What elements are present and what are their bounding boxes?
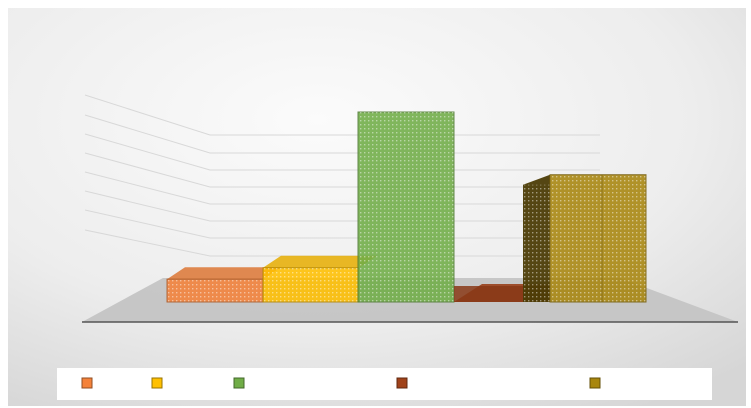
bar-3 xyxy=(357,111,455,303)
bar-top xyxy=(263,255,377,268)
legend-swatch-1 xyxy=(81,377,93,389)
legend-swatch-5 xyxy=(589,377,601,389)
bar-2 xyxy=(262,255,377,303)
gridline xyxy=(84,209,600,239)
gridline xyxy=(84,94,600,136)
bar-pattern xyxy=(550,174,646,302)
gridline xyxy=(84,171,600,205)
legend-swatch-3 xyxy=(233,377,245,389)
gridline xyxy=(84,114,600,154)
gridline xyxy=(84,133,600,171)
gridline xyxy=(84,229,600,257)
gridline xyxy=(84,190,600,222)
bar-pattern xyxy=(358,112,454,302)
legend-swatch-4 xyxy=(396,377,408,389)
bar-top xyxy=(167,267,281,280)
bar-pattern xyxy=(263,267,359,302)
bar-5 xyxy=(523,174,647,303)
gridline xyxy=(84,152,600,188)
bars xyxy=(166,111,647,303)
bar-pattern xyxy=(167,279,263,302)
bar-side-pattern xyxy=(523,184,550,302)
gridlines xyxy=(84,94,600,257)
legend xyxy=(81,377,601,389)
legend-box xyxy=(57,368,712,400)
legend-swatch-2 xyxy=(151,377,163,389)
